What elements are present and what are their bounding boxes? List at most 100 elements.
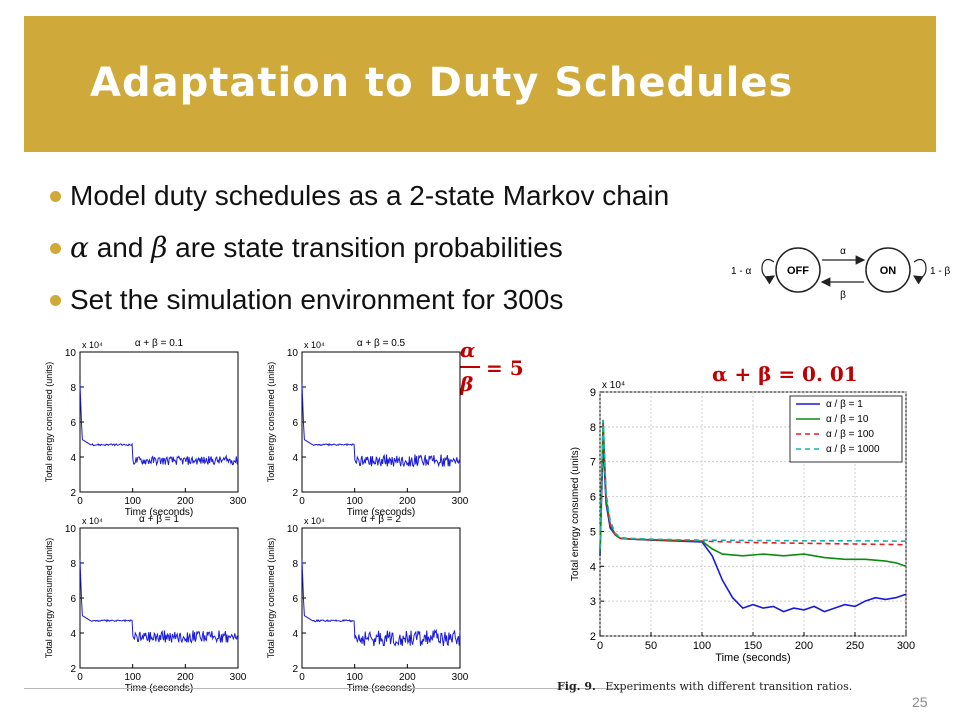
x-tick-label: 100 <box>124 496 141 507</box>
x-tick-label: 100 <box>693 640 711 652</box>
y-tick-label: 8 <box>590 422 596 434</box>
y-tick-label: 4 <box>292 453 298 464</box>
x-tick-label: 300 <box>452 672 469 683</box>
y-tick-label: 2 <box>70 488 76 499</box>
y-tick-label: 6 <box>292 594 298 605</box>
chart-title: α + β = 0.5 <box>357 338 406 349</box>
y-tick-label: 4 <box>70 453 76 464</box>
y-tick-label: 8 <box>70 383 76 394</box>
series-line <box>79 383 239 467</box>
y-tick-label: 4 <box>70 629 76 640</box>
beta-symbol: β <box>151 231 168 264</box>
x-tick-label: 300 <box>452 496 469 507</box>
figure-caption-text: Experiments with different transition ra… <box>605 680 853 693</box>
state-on-node <box>865 247 911 293</box>
x-tick-label: 200 <box>399 496 416 507</box>
y-tick-label: 4 <box>590 561 596 573</box>
bullet-dot <box>50 191 61 202</box>
x-tick-label: 200 <box>399 672 416 683</box>
x-tick-label: 200 <box>177 672 194 683</box>
y-tick-label: 8 <box>292 559 298 570</box>
y-axis-label: Total energy consumed (units) <box>44 538 54 659</box>
chart-title: α + β = 2 <box>361 514 401 525</box>
chart-title: α + β = 0.1 <box>135 338 184 349</box>
x-tick-label: 0 <box>77 496 83 507</box>
self-loop-off <box>761 259 776 285</box>
bullet-text: Model duty schedules as a 2-state Markov… <box>70 180 670 211</box>
y-axis-label: Total energy consumed (units) <box>570 447 581 581</box>
ratio-numerator: α <box>460 338 476 362</box>
y-tick-label: 3 <box>590 596 596 608</box>
legend-entry: α / β = 1 <box>826 399 863 410</box>
self-loop-off-label: 1 - α <box>731 266 751 277</box>
state-off-label: OFF <box>787 265 809 277</box>
y-tick-label: 10 <box>65 524 77 535</box>
series-line-4 <box>599 419 907 549</box>
y-tick-label: 2 <box>590 631 596 643</box>
bullet-list: Model duty schedules as a 2-state Markov… <box>50 176 669 332</box>
plot-area <box>79 527 239 669</box>
y-tick-label: 2 <box>292 488 298 499</box>
ratio-bar <box>458 366 480 368</box>
series-line <box>301 559 461 647</box>
legend-entry: α / β = 100 <box>826 429 874 440</box>
bullet-text-mid: and <box>88 232 152 263</box>
state-on-label: ON <box>880 265 897 277</box>
y-multiplier-label: x 10⁴ <box>82 516 103 526</box>
x-axis-label: Time (seconds) <box>125 507 194 518</box>
legend: α / β = 1 α / β = 10 α / β = 100 α / β = 10… <box>789 395 903 463</box>
y-tick-label: 6 <box>70 594 76 605</box>
legend-box <box>789 395 903 463</box>
x-axis-label: Time (seconds) <box>347 507 416 518</box>
ratio-formula: α β = 5 <box>456 338 546 408</box>
state-off-node <box>775 247 821 293</box>
x-tick-label: 200 <box>795 640 813 652</box>
series-line-2 <box>599 419 907 568</box>
plot-area <box>301 351 461 493</box>
bullet-dot <box>50 295 61 306</box>
arrow-bottom-label: β <box>840 290 846 301</box>
chart-transition-ratios: 2 3 4 5 6 7 8 9 0 50 100 150 200 250 300 Time (seconds)… <box>570 380 915 664</box>
x-tick-label: 100 <box>346 496 363 507</box>
ratio-value: = 5 <box>486 356 524 380</box>
markov-chain-diagram: OFF ON α β 1 - α 1 - β <box>731 246 950 301</box>
y-multiplier-label: x 10⁴ <box>602 380 625 391</box>
x-tick-label: 150 <box>744 640 762 652</box>
x-tick-label: 300 <box>897 640 915 652</box>
y-axis-label: Total energy consumed (units) <box>44 362 54 483</box>
x-tick-label: 0 <box>299 496 305 507</box>
y-axis-label: Total energy consumed (units) <box>266 362 276 483</box>
bullet-item: Model duty schedules as a 2-state Markov… <box>50 176 669 228</box>
series-line <box>301 383 461 468</box>
bullet-text: Set the simulation environment for 300s <box>70 284 564 315</box>
y-tick-label: 10 <box>287 348 299 359</box>
y-multiplier-label: x 10⁴ <box>82 340 103 350</box>
x-axis-label: Time (seconds) <box>715 652 790 664</box>
bullet-dot <box>50 243 61 254</box>
bullet-item: α and β are state transition probabiliti… <box>50 228 669 280</box>
y-tick-label: 6 <box>590 492 596 504</box>
y-tick-label: 5 <box>590 526 596 538</box>
plot-area <box>301 527 461 669</box>
figure-label: Fig. 9. <box>557 680 596 693</box>
plot-area <box>79 351 239 493</box>
x-tick-label: 300 <box>230 672 247 683</box>
chart-title: α + β = 1 <box>139 514 179 525</box>
x-tick-label: 250 <box>846 640 864 652</box>
y-tick-label: 2 <box>292 664 298 675</box>
bullet-text: are state transition probabilities <box>167 232 563 263</box>
sum-formula: α + β = 0. 01 <box>712 362 858 386</box>
figure-caption: Fig. 9. Experiments with different trans… <box>557 680 852 693</box>
y-tick-label: 10 <box>287 524 299 535</box>
footer-divider <box>24 688 624 689</box>
x-tick-label: 50 <box>645 640 657 652</box>
x-tick-label: 200 <box>177 496 194 507</box>
arrow-top-label: α <box>840 246 846 257</box>
y-tick-label: 2 <box>70 664 76 675</box>
x-tick-label: 100 <box>124 672 141 683</box>
legend-entry: α / β = 1000 <box>826 444 880 455</box>
y-tick-label: 10 <box>65 348 77 359</box>
x-tick-label: 0 <box>299 672 305 683</box>
